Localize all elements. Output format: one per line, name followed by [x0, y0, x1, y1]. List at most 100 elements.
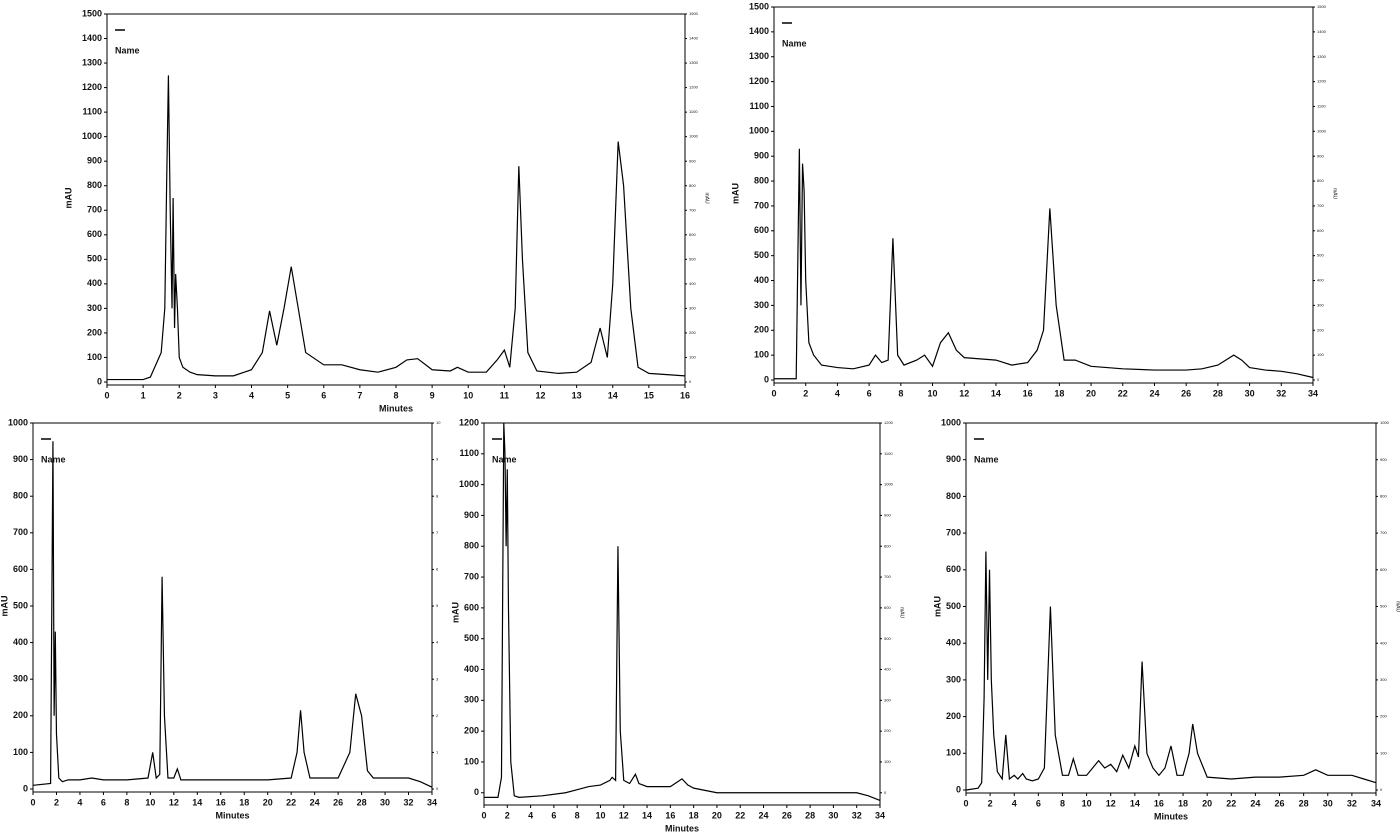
y2-tick-label: 7 [436, 530, 439, 535]
y-tick-label: 200 [946, 711, 961, 721]
y-tick-label: 100 [946, 748, 961, 758]
x-tick-label: 32 [852, 810, 862, 820]
y2-tick-label: 900 [689, 158, 696, 163]
y-axis-label: mAU [63, 187, 73, 208]
x-tick-label: 10 [1082, 798, 1092, 808]
x-tick-label: 15 [644, 390, 654, 400]
y-tick-label: 500 [946, 601, 961, 611]
legend-title: Name [492, 454, 517, 464]
y-tick-label: 400 [87, 278, 102, 288]
y-tick-label: 300 [946, 674, 961, 684]
y-tick-label: 1000 [941, 417, 961, 427]
x-tick-label: 7 [357, 390, 362, 400]
y-axis-label: mAU [450, 602, 460, 623]
y-axis-label: mAU [730, 183, 740, 204]
x-tick-label: 10 [145, 797, 155, 807]
y-axis-label: mAU [0, 595, 9, 616]
y2-tick-label: 10 [436, 420, 441, 425]
x-tick-label: 34 [427, 797, 437, 807]
y2-tick-label: 100 [1317, 352, 1324, 357]
x-tick-label: 1 [141, 390, 146, 400]
x-tick-label: 0 [963, 798, 968, 808]
y2-tick-label: 1000 [1380, 420, 1390, 425]
y-tick-label: 0 [764, 374, 769, 384]
y2-tick-label: 100 [689, 355, 696, 360]
y2-tick-label: 1500 [689, 11, 699, 16]
y-tick-label: 600 [946, 564, 961, 574]
y-tick-label: 1200 [749, 76, 769, 86]
y2-tick-label: 1200 [689, 85, 699, 90]
y2-tick-label: 500 [1317, 253, 1324, 258]
y2-tick-label: 0 [1380, 787, 1383, 792]
x-tick-label: 3 [213, 390, 218, 400]
x-tick-label: 11 [500, 390, 510, 400]
y2-axis-label: mAU [1395, 601, 1400, 613]
y-tick-label: 200 [754, 325, 769, 335]
y2-tick-label: 1500 [1317, 4, 1327, 9]
y-tick-label: 200 [13, 710, 28, 720]
x-tick-label: 14 [192, 797, 202, 807]
y-tick-label: 600 [464, 602, 479, 612]
x-tick-label: 2 [177, 390, 182, 400]
x-tick-label: 8 [124, 797, 129, 807]
y-tick-label: 400 [946, 638, 961, 648]
y2-tick-label: 8 [436, 493, 439, 498]
x-tick-label: 20 [1202, 798, 1212, 808]
x-tick-label: 4 [249, 390, 254, 400]
y2-tick-label: 1000 [884, 482, 894, 487]
x-tick-label: 12 [1106, 798, 1116, 808]
x-tick-label: 16 [1023, 388, 1033, 398]
y-tick-label: 700 [946, 527, 961, 537]
x-tick-label: 24 [1149, 388, 1159, 398]
y2-tick-label: 1100 [1317, 104, 1326, 109]
y2-tick-label: 1300 [1317, 54, 1327, 59]
y2-tick-label: 5 [436, 603, 439, 608]
y-tick-label: 0 [956, 784, 961, 794]
y-tick-label: 1500 [749, 1, 769, 11]
x-tick-label: 30 [828, 810, 838, 820]
x-tick-label: 24 [310, 797, 320, 807]
y-tick-label: 300 [754, 300, 769, 310]
y2-tick-label: 600 [1317, 228, 1324, 233]
y-tick-label: 400 [464, 664, 479, 674]
y2-tick-label: 800 [689, 183, 696, 188]
y-tick-label: 1400 [749, 26, 769, 36]
y-tick-label: 1200 [82, 82, 102, 92]
y-tick-label: 600 [754, 225, 769, 235]
plot-frame [483, 422, 881, 806]
x-tick-label: 12 [169, 797, 179, 807]
x-tick-label: 5 [285, 390, 290, 400]
y2-tick-label: 1200 [1317, 79, 1327, 84]
x-tick-label: 14 [608, 390, 618, 400]
x-tick-label: 16 [1154, 798, 1164, 808]
y-tick-label: 800 [754, 175, 769, 185]
x-tick-label: 28 [1213, 388, 1223, 398]
y-tick-label: 300 [87, 303, 102, 313]
x-tick-label: 24 [1250, 798, 1260, 808]
y2-tick-label: 500 [689, 256, 696, 261]
y-tick-label: 1300 [749, 51, 769, 61]
x-tick-label: 26 [1275, 798, 1285, 808]
y2-tick-label: 900 [1317, 153, 1324, 158]
x-tick-label: 34 [875, 810, 885, 820]
x-tick-label: 32 [1276, 388, 1286, 398]
y-tick-label: 0 [23, 783, 28, 793]
y2-tick-label: 600 [884, 605, 891, 610]
x-tick-label: 18 [1178, 798, 1188, 808]
y-tick-label: 1500 [82, 8, 102, 18]
x-tick-label: 8 [575, 810, 580, 820]
y2-tick-label: 2 [436, 713, 439, 718]
y2-tick-label: 400 [689, 281, 696, 286]
x-tick-label: 0 [481, 810, 486, 820]
x-tick-label: 2 [988, 798, 993, 808]
legend-title: Name [974, 454, 999, 464]
y-tick-label: 1400 [82, 33, 102, 43]
x-tick-label: 0 [771, 388, 776, 398]
x-tick-label: 14 [1130, 798, 1140, 808]
y-tick-label: 500 [754, 250, 769, 260]
y2-tick-label: 300 [689, 305, 696, 310]
y-tick-label: 700 [754, 200, 769, 210]
y2-tick-label: 0 [884, 790, 887, 795]
y-tick-label: 1000 [459, 479, 479, 489]
x-tick-label: 34 [1371, 798, 1381, 808]
